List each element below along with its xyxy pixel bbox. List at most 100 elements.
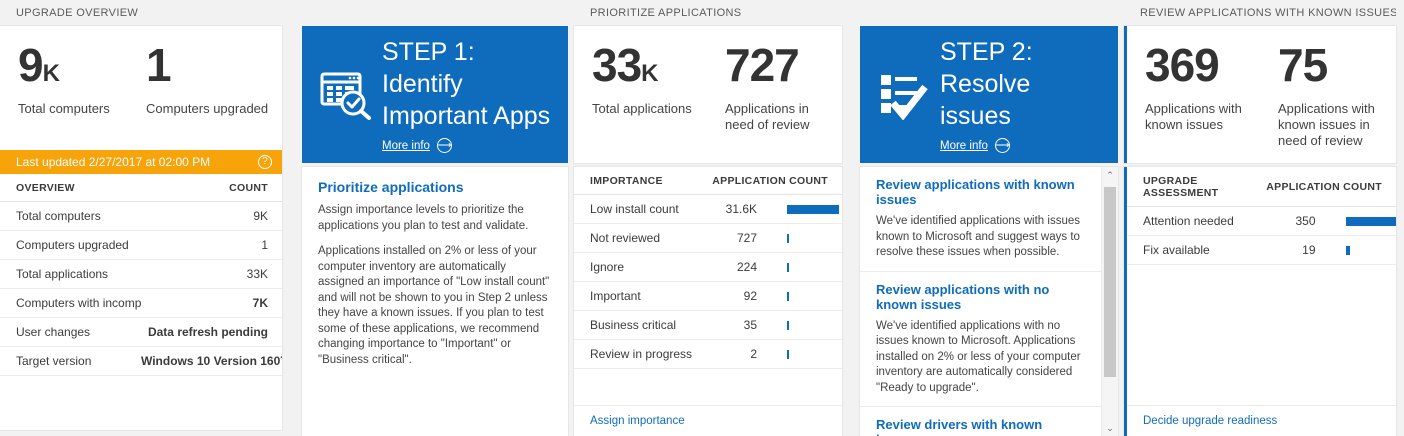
issues-scroll-region: Review applications with known issues We…	[860, 167, 1118, 436]
row-label: User changes	[0, 317, 141, 347]
step-2-title: STEP 2: Resolve issues	[940, 38, 1033, 130]
row-label: Computers with incomplete data	[0, 288, 141, 318]
step-1-panel[interactable]: STEP 1: Identify Important Apps More inf…	[302, 26, 568, 163]
row-label: Fix available	[1127, 235, 1263, 265]
step-1-more-info-link[interactable]: More info ⟶	[382, 138, 554, 153]
scroll-down-icon[interactable]: ⌄	[1106, 423, 1114, 433]
decide-upgrade-readiness-link[interactable]: Decide upgrade readiness	[1127, 405, 1396, 436]
importance-table-card: IMPORTANCE APPLICATION COUNT Low install…	[574, 167, 842, 436]
kpi-known-issues-in-need-of-review: 75 Applications with known issues in nee…	[1260, 40, 1388, 149]
table-row[interactable]: User changes Data refresh pending	[0, 317, 282, 347]
row-label: Attention needed	[1127, 206, 1263, 236]
row-value: 35	[700, 310, 771, 340]
table-row[interactable]: Computers with incomplete data7K	[0, 288, 282, 318]
table-row[interactable]: Attention needed 350	[1127, 206, 1396, 236]
step-2-more-info-link[interactable]: More info ⟶	[940, 138, 1104, 153]
kpi-computers-upgraded: 1 Computers upgraded	[128, 40, 278, 150]
row-label: Review in progress	[574, 339, 700, 369]
col-header-importance: IMPORTANCE	[574, 167, 700, 195]
table-row[interactable]: Business critical 35	[574, 310, 842, 340]
kpi-value: 727	[725, 39, 800, 91]
assign-importance-link[interactable]: Assign importance	[574, 405, 842, 436]
row-label: Not reviewed	[574, 223, 700, 253]
assessment-filler	[1127, 265, 1396, 405]
last-updated-text: Last updated 2/27/2017 at 02:00 PM	[16, 155, 211, 169]
table-row[interactable]: Not reviewed 727	[574, 223, 842, 253]
overview-table: OVERVIEW COUNT Total computers 9K Compute…	[0, 174, 282, 376]
kpi-applications-with-known-issues: 369 Applications with known issues	[1127, 40, 1260, 149]
col-header-count: COUNT	[141, 174, 282, 202]
row-value: 33K	[141, 259, 282, 289]
issues-scrollbar[interactable]: ⌃ ⌄	[1101, 167, 1118, 436]
table-row[interactable]: Total computers 9K	[0, 201, 282, 231]
row-value: 1	[141, 230, 282, 260]
prioritize-kpi-card: 33K Total applications 727 Applications …	[574, 26, 842, 163]
row-label: Ignore	[574, 252, 700, 282]
issue-block-no-known-issues[interactable]: Review applications with no known issues…	[860, 272, 1101, 407]
col-header-upgrade-assessment: UPGRADE ASSESSMENT	[1127, 167, 1263, 207]
review-kpi-card: 369 Applications with known issues 75 Ap…	[1124, 26, 1396, 163]
scrollbar-track[interactable]	[1102, 183, 1118, 420]
overview-filler	[0, 376, 282, 430]
table-header-row: IMPORTANCE APPLICATION COUNT	[574, 167, 842, 195]
scroll-up-icon[interactable]: ⌃	[1106, 170, 1114, 180]
row-label: Computers upgraded	[0, 230, 141, 260]
overview-kpi-tile: 9K Total computers 1 Computers upgraded	[0, 26, 282, 150]
issue-heading[interactable]: Review applications with known issues	[876, 177, 1075, 207]
column-prioritize-applications: PRIORITIZE APPLICATIONS 33K Total applic…	[574, 0, 842, 436]
row-value: 7K	[141, 288, 282, 318]
checklist-check-icon	[874, 70, 936, 120]
column-upgrade-overview: UPGRADE OVERVIEW 9K Total computers 1 Co…	[0, 0, 282, 436]
column-step-1: STEP 1: Identify Important Apps More inf…	[302, 0, 568, 436]
issue-heading[interactable]: Review drivers with known issues	[876, 417, 1043, 436]
row-value: 727	[700, 223, 771, 253]
issue-block-known-issues[interactable]: Review applications with known issues We…	[860, 167, 1101, 272]
section-header-upgrade-overview: UPGRADE OVERVIEW	[16, 7, 139, 19]
table-row[interactable]: Review in progress 2	[574, 339, 842, 369]
row-label: Business critical	[574, 310, 700, 340]
table-row[interactable]: Total applications 33K	[0, 259, 282, 289]
row-label: Low install count	[574, 194, 700, 224]
column-step-2: STEP 2: Resolve issues More info ⟶ Revie…	[860, 0, 1118, 436]
prioritize-kpi-tile: 33K Total applications 727 Applications …	[574, 26, 842, 133]
kpi-total-applications: 33K Total applications	[574, 40, 707, 133]
issue-block-drivers-known-issues[interactable]: Review drivers with known issues We've i…	[860, 407, 1101, 436]
issue-body: We've identified applications with no is…	[876, 319, 1081, 394]
column-gap	[842, 0, 860, 436]
kpi-total-computers: 9K Total computers	[0, 40, 128, 150]
arrow-right-icon: ⟶	[994, 138, 1010, 153]
table-row[interactable]: Fix available 19	[1127, 235, 1396, 265]
importance-table: IMPORTANCE APPLICATION COUNT Low install…	[574, 167, 842, 369]
kpi-value: 1	[146, 39, 172, 91]
issue-heading[interactable]: Review applications with no known issues	[876, 281, 1050, 312]
section-header-step-1	[302, 0, 568, 26]
table-row[interactable]: Low install count 31.6K	[574, 194, 842, 224]
resolve-issues-card: Review applications with known issues We…	[860, 167, 1118, 436]
table-row[interactable]: Computers upgraded 1	[0, 230, 282, 260]
table-row[interactable]: Important 92	[574, 281, 842, 311]
issue-body: We've identified applications with issue…	[876, 215, 1080, 258]
last-updated-bar: Last updated 2/27/2017 at 02:00 PM ?	[0, 150, 282, 174]
help-circle-icon[interactable]: ?	[258, 155, 272, 169]
step-2-panel[interactable]: STEP 2: Resolve issues More info ⟶	[860, 26, 1118, 163]
prioritize-applications-info-card: Prioritize applications Assign importanc…	[302, 167, 568, 436]
kpi-value: 75	[1278, 39, 1328, 91]
kpi-caption: Applications in need of review	[725, 101, 810, 132]
table-row[interactable]: Target version Windows 10 Version 1607	[0, 346, 282, 376]
step-1-title: STEP 1: Identify Important Apps	[382, 38, 551, 130]
table-row[interactable]: Ignore 224	[574, 252, 842, 282]
kpi-caption: Applications with known issues	[1145, 101, 1242, 132]
row-label: Total computers	[0, 201, 141, 231]
step-2-text: STEP 2: Resolve issues More info ⟶	[936, 36, 1104, 153]
col-header-overview: OVERVIEW	[0, 174, 141, 202]
col-header-application-count: APPLICATION COUNT	[700, 167, 842, 195]
row-value: 19	[1263, 235, 1330, 265]
scrollbar-thumb[interactable]	[1104, 187, 1116, 377]
column-review-applications: REVIEW APPLICATIONS WITH KNOWN ISSUES 36…	[1124, 0, 1396, 436]
row-bar	[771, 281, 842, 311]
section-header-prioritize: PRIORITIZE APPLICATIONS	[590, 7, 742, 19]
row-value: 224	[700, 252, 771, 282]
row-label: Total applications	[0, 259, 141, 289]
importance-filler	[574, 369, 842, 405]
